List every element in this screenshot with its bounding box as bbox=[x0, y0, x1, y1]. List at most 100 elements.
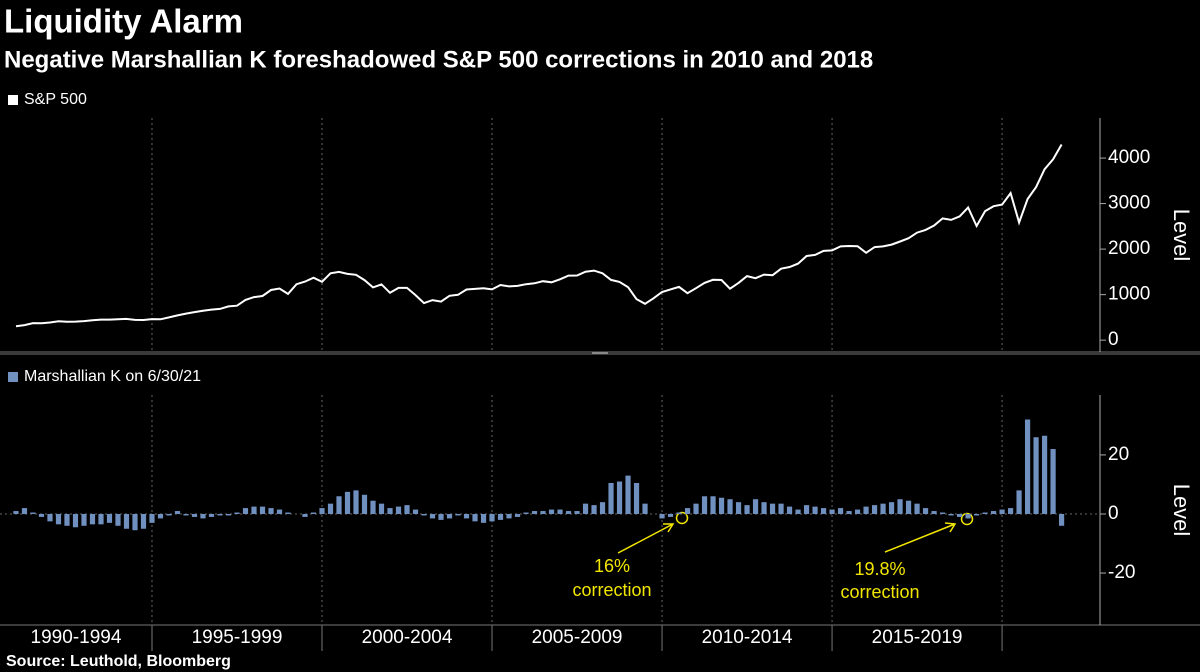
bar bbox=[888, 502, 895, 514]
bar bbox=[540, 511, 546, 514]
bar bbox=[395, 506, 402, 514]
x-tick-label: 2005-2009 bbox=[532, 627, 623, 648]
bar bbox=[1050, 449, 1056, 514]
bar bbox=[89, 513, 96, 525]
bar bbox=[1033, 437, 1039, 514]
bar bbox=[829, 509, 835, 514]
bar bbox=[514, 513, 521, 517]
y-tick-label: -20 bbox=[1108, 562, 1135, 583]
bar bbox=[412, 509, 419, 514]
bar bbox=[914, 503, 920, 514]
annotation-arrow bbox=[617, 523, 674, 554]
bar bbox=[710, 496, 716, 514]
bar bbox=[905, 500, 912, 514]
y-tick-label: 1000 bbox=[1108, 284, 1150, 305]
bar bbox=[455, 513, 461, 516]
bar bbox=[939, 512, 946, 514]
bar bbox=[795, 509, 801, 514]
bar bbox=[157, 513, 164, 519]
bar bbox=[378, 503, 385, 514]
arrow-head bbox=[663, 523, 675, 533]
bar bbox=[21, 508, 28, 514]
bar bbox=[1016, 490, 1022, 514]
bar bbox=[327, 503, 334, 514]
bar bbox=[591, 505, 597, 514]
bar bbox=[429, 513, 436, 519]
bar bbox=[548, 509, 555, 514]
bar bbox=[778, 503, 784, 514]
bar bbox=[72, 513, 79, 528]
bar bbox=[642, 503, 648, 514]
bar bbox=[115, 513, 121, 526]
y-tick-label: 4000 bbox=[1108, 147, 1150, 168]
bar bbox=[302, 513, 308, 517]
bar bbox=[871, 505, 878, 514]
bar bbox=[837, 508, 844, 514]
bar bbox=[863, 506, 869, 514]
bar bbox=[735, 502, 742, 514]
bar bbox=[200, 513, 206, 519]
bar bbox=[438, 513, 444, 520]
bar bbox=[259, 506, 266, 514]
annotation-text: correction bbox=[840, 582, 919, 602]
bar bbox=[761, 502, 767, 514]
bar bbox=[38, 513, 45, 517]
chart-subtitle: Negative Marshallian K foreshadowed S&P … bbox=[4, 46, 873, 73]
bar bbox=[234, 512, 240, 514]
y-tick-label: 0 bbox=[1108, 329, 1119, 350]
bar bbox=[990, 511, 997, 514]
bar bbox=[191, 513, 198, 517]
bar bbox=[242, 508, 249, 514]
y-tick-label: 20 bbox=[1108, 444, 1129, 465]
bar bbox=[846, 511, 852, 514]
bar bbox=[336, 496, 342, 514]
bar bbox=[676, 512, 682, 514]
bar bbox=[531, 511, 538, 514]
bar bbox=[463, 513, 470, 519]
bar bbox=[1041, 435, 1048, 514]
x-tick-label: 2015-2019 bbox=[872, 627, 963, 648]
bar bbox=[965, 513, 971, 519]
y-tick-label: 2000 bbox=[1108, 238, 1150, 259]
bar bbox=[812, 506, 818, 514]
bar bbox=[973, 513, 980, 516]
bar bbox=[13, 511, 19, 514]
bar bbox=[480, 513, 487, 523]
bar bbox=[999, 509, 1005, 514]
bar bbox=[208, 513, 215, 517]
bar bbox=[285, 512, 291, 514]
bar bbox=[922, 508, 929, 514]
bar bbox=[225, 513, 232, 516]
bar bbox=[47, 513, 53, 522]
bar bbox=[608, 482, 614, 514]
y-tick-label: 0 bbox=[1108, 503, 1119, 524]
chart-title: Liquidity Alarm bbox=[4, 3, 243, 40]
bar bbox=[446, 513, 453, 519]
bar bbox=[854, 509, 861, 514]
bar bbox=[123, 513, 130, 529]
bar bbox=[344, 491, 351, 514]
bar bbox=[982, 512, 988, 514]
bar bbox=[803, 505, 810, 514]
source-note: Source: Leuthold, Bloomberg bbox=[6, 653, 231, 670]
x-tick-label: 2000-2004 bbox=[362, 627, 453, 648]
bar bbox=[523, 512, 529, 514]
bar bbox=[931, 511, 937, 514]
bar bbox=[132, 513, 138, 531]
bar bbox=[599, 502, 606, 514]
bar bbox=[55, 513, 62, 525]
bar bbox=[310, 512, 317, 514]
bar bbox=[948, 513, 954, 516]
bar bbox=[701, 496, 708, 514]
bar bbox=[625, 475, 631, 514]
bar bbox=[149, 513, 155, 523]
bar bbox=[166, 513, 172, 516]
bar bbox=[276, 509, 283, 514]
bar bbox=[1007, 508, 1014, 514]
bar bbox=[506, 513, 512, 519]
bar bbox=[472, 513, 478, 522]
bar bbox=[421, 513, 427, 516]
legend-swatch bbox=[8, 95, 18, 105]
legend-label: S&P 500 bbox=[24, 91, 87, 108]
